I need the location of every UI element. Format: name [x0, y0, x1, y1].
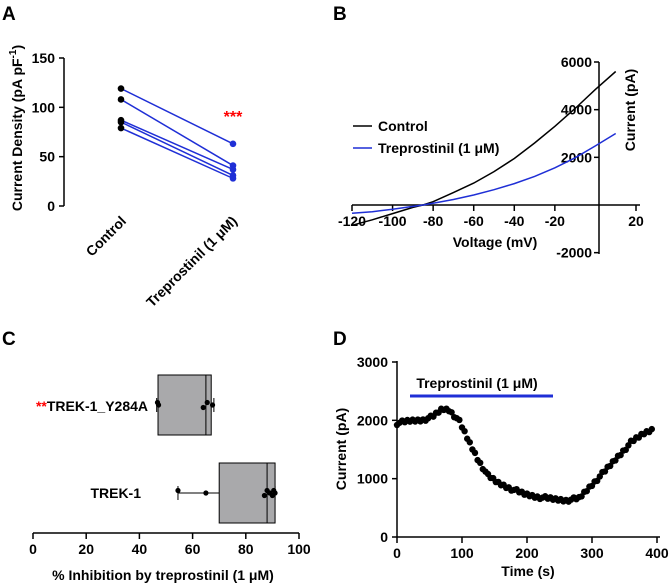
- panel-b-xtick-label: -120: [338, 213, 366, 229]
- box-data-point: [203, 490, 209, 496]
- panel-b-xlabel: Voltage (mV): [453, 234, 538, 250]
- panel-c-xtick-label: 100: [287, 541, 311, 557]
- treprostinil-point: [229, 140, 237, 148]
- panel-a-ytick-label: 100: [32, 99, 56, 115]
- paired-line: [120, 98, 234, 167]
- panel-b-ytick-label: -2000: [556, 245, 592, 261]
- control-point: [117, 96, 125, 103]
- panel-c-xlabel: % Inhibition by treprostinil (1 μM): [52, 567, 274, 583]
- panel-b-ylabel: Current (pA): [622, 69, 638, 151]
- paired-line: [120, 87, 234, 145]
- paired-line: [120, 121, 234, 177]
- panel-label-c: C: [2, 329, 16, 350]
- box-data-point: [261, 492, 268, 499]
- paired-line: [120, 127, 234, 180]
- panel-c-category-trek1: TREK-1: [90, 485, 141, 501]
- panel-b-ytick-label: 4000: [561, 102, 592, 118]
- time-course-point: [648, 425, 655, 433]
- panel-a-category-control: Control: [83, 213, 130, 260]
- time-course-point: [456, 416, 463, 424]
- time-course-point: [461, 427, 468, 435]
- box-data-point: [272, 490, 278, 496]
- panel-label-a: A: [2, 4, 16, 25]
- panel-d: D 0 100 200 300 400 0 1000 2000 3000 Treprostini…: [333, 329, 669, 579]
- panel-b-xtick-label: -100: [379, 213, 407, 229]
- time-course-point: [448, 409, 455, 416]
- treprostinil-point: [229, 175, 237, 182]
- box-data-point: [209, 402, 216, 408]
- time-course-point: [607, 462, 614, 470]
- panel-b-legend: Control Treprostinil (1 μM): [353, 118, 499, 156]
- time-course-point: [601, 468, 609, 475]
- paired-line: [120, 119, 234, 171]
- panel-c-xtick-label: 20: [78, 541, 94, 557]
- panel-d-xtick-label: 0: [393, 545, 401, 561]
- box-iqr: [218, 462, 276, 524]
- box-data-point: [204, 399, 210, 406]
- panel-c-xtick-label: 60: [185, 541, 201, 557]
- panel-label-b: B: [333, 4, 347, 25]
- panel-c-category-y284a: **TREK-1_Y284A: [36, 398, 148, 414]
- panel-a-ytick-label: 150: [32, 50, 56, 66]
- panel-a: A Current Density (pA pF-1) 0 50 100 150 **…: [2, 4, 243, 310]
- panel-b-xtick-label: 20: [628, 213, 644, 229]
- control-point: [117, 85, 125, 92]
- panel-c-xtick-label: 40: [132, 541, 148, 557]
- panel-b-ytick-label: 6000: [561, 54, 592, 70]
- box-data-point: [155, 402, 162, 408]
- panel-d-xlabel: Time (s): [501, 563, 554, 579]
- panel-c-xtick-label: 80: [238, 541, 254, 557]
- panel-d-xtick-label: 200: [515, 545, 539, 561]
- panel-label-d: D: [333, 329, 347, 350]
- treprostinil-point: [229, 166, 237, 173]
- panel-d-annotation: Treprostinil (1 μM): [416, 375, 537, 391]
- time-course-point: [477, 459, 484, 466]
- box-data-point: [175, 487, 181, 494]
- panel-d-xtick-label: 300: [580, 545, 604, 561]
- panel-b-xtick-label: -20: [545, 213, 565, 229]
- series-line-control: [351, 70, 617, 227]
- time-course-point: [471, 449, 479, 457]
- panel-d-xtick-label: 100: [450, 545, 474, 561]
- time-course-point: [466, 439, 473, 446]
- time-course-point: [612, 457, 619, 464]
- box-iqr: [157, 374, 212, 436]
- panel-d-ytick-label: 3000: [357, 354, 388, 370]
- panel-b-xtick-label: -60: [464, 213, 484, 229]
- box-data-point: [200, 404, 206, 411]
- control-point: [117, 124, 125, 132]
- panel-d-xtick-label: 400: [645, 545, 669, 561]
- panel-d-ytick-label: 2000: [357, 412, 388, 428]
- legend-label-control: Control: [378, 118, 428, 134]
- legend-label-treprostinil: Treprostinil (1 μM): [378, 140, 499, 156]
- panel-c-xtick-label: 0: [29, 541, 37, 557]
- panel-c: C 0 20 40 60 80 100 **TREK-1_Y284A TREK-1 % I…: [2, 329, 311, 583]
- panel-a-ylabel: Current Density (pA pF-1): [8, 45, 25, 211]
- panel-d-ytick-label: 1000: [357, 471, 388, 487]
- panel-b-xtick-label: -40: [504, 213, 524, 229]
- panel-a-category-treprostinil: Treprostinil (1 μM): [143, 213, 240, 310]
- panel-b: B -120 -100 -80 -60 -40 -20 20-200020004000600…: [333, 4, 644, 261]
- control-point: [117, 118, 125, 126]
- panel-a-ytick-label: 0: [47, 198, 55, 214]
- series-line-treprostinil: [351, 132, 617, 215]
- significance-marker: ***: [224, 109, 243, 126]
- panel-d-ylabel: Current (pA): [333, 408, 349, 490]
- panel-a-ytick-label: 50: [39, 149, 55, 165]
- panel-b-xtick-label: -80: [423, 213, 443, 229]
- panel-d-ytick-label: 0: [380, 529, 388, 545]
